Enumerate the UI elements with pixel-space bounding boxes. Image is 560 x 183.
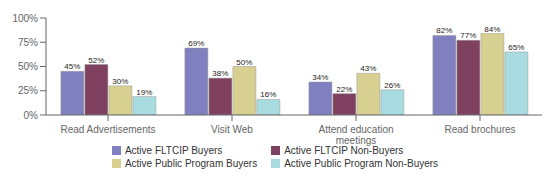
html-text:Active FLTCIP Buyers: Active FLTCIP Buyers: [124, 145, 223, 156]
svg-text:Visit Web: Visit Web: [211, 124, 253, 135]
svg-text:Read Advertisements: Read Advertisements: [60, 124, 155, 135]
html-text:Active FLTCIP Non-Buyers: Active FLTCIP Non-Buyers: [284, 145, 404, 156]
svg-text:Read brochures: Read brochures: [444, 124, 515, 135]
html-text:Active Public Program Non-Buye: Active Public Program Non-Buyers: [284, 158, 439, 169]
svg-text:25%: 25%: [18, 85, 38, 96]
svg-text:45%: 45%: [64, 62, 80, 71]
svg-text:77%: 77%: [460, 31, 476, 40]
svg-text:50%: 50%: [236, 58, 252, 67]
svg-text:65%: 65%: [508, 43, 524, 52]
svg-text:50%: 50%: [18, 61, 38, 72]
svg-text:84%: 84%: [484, 25, 500, 34]
svg-text:69%: 69%: [188, 39, 204, 48]
svg-text:26%: 26%: [384, 81, 400, 90]
svg-text:Attend educationmeetings: Attend educationmeetings: [318, 124, 393, 146]
svg-text:100%: 100%: [12, 13, 38, 24]
svg-text:0%: 0%: [24, 110, 39, 121]
svg-text:82%: 82%: [436, 26, 452, 35]
svg-text:19%: 19%: [136, 88, 152, 97]
svg-text:75%: 75%: [18, 37, 38, 48]
svg-text:30%: 30%: [112, 77, 128, 86]
html-text:Active Public Program Buyers: Active Public Program Buyers: [124, 158, 258, 169]
svg-text:34%: 34%: [312, 73, 328, 82]
svg-text:43%: 43%: [360, 64, 376, 73]
svg-text:38%: 38%: [212, 69, 228, 78]
svg-text:16%: 16%: [260, 90, 276, 99]
svg-text:22%: 22%: [336, 85, 352, 94]
svg-text:52%: 52%: [88, 56, 104, 65]
